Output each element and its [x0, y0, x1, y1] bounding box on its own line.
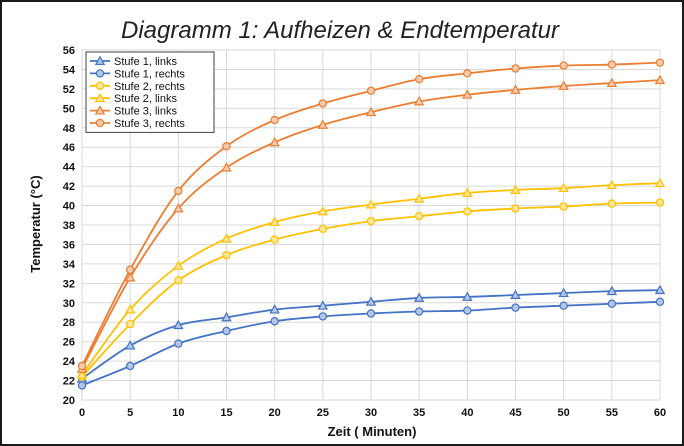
y-tick-label: 24	[63, 356, 76, 368]
data-point-circle	[319, 225, 326, 232]
y-tick-label: 56	[63, 45, 75, 57]
data-point-circle	[656, 199, 663, 206]
data-point-circle	[464, 307, 471, 314]
legend-label: Stufe 3, rechts	[114, 118, 185, 130]
data-point-circle	[271, 116, 278, 123]
data-point-circle	[464, 208, 471, 215]
x-axis-label: Zeit ( Minuten)	[328, 424, 417, 439]
x-tick-label: 25	[317, 407, 329, 419]
y-tick-label: 34	[63, 259, 76, 271]
legend-label: Stufe 1, links	[114, 56, 177, 68]
x-tick-label: 5	[127, 407, 133, 419]
y-tick-label: 50	[63, 103, 75, 115]
data-point-circle	[416, 213, 423, 220]
y-tick-label: 22	[63, 376, 75, 388]
data-point-circle	[656, 298, 663, 305]
data-point-circle	[560, 62, 567, 69]
y-tick-label: 28	[63, 317, 75, 329]
y-tick-label: 38	[63, 220, 75, 232]
data-point-circle	[560, 203, 567, 210]
y-tick-label: 48	[63, 123, 75, 135]
data-point-circle	[223, 252, 230, 259]
legend-label: Stufe 2, links	[114, 93, 177, 105]
chart-title: Diagramm 1: Aufheizen & Endtemperatur	[121, 17, 560, 44]
data-point-circle	[656, 59, 663, 66]
data-point-circle	[96, 70, 103, 77]
data-point-circle	[512, 205, 519, 212]
y-tick-label: 36	[63, 239, 75, 251]
y-tick-label: 54	[63, 64, 76, 76]
data-point-circle	[319, 100, 326, 107]
data-point-circle	[127, 362, 134, 369]
data-point-circle	[608, 300, 615, 307]
data-point-circle	[127, 321, 134, 328]
x-tick-label: 15	[220, 407, 232, 419]
data-point-circle	[560, 302, 567, 309]
data-point-circle	[223, 143, 230, 150]
data-point-circle	[271, 318, 278, 325]
data-point-circle	[512, 65, 519, 72]
data-point-circle	[96, 119, 103, 126]
x-tick-label: 10	[172, 407, 184, 419]
y-tick-label: 46	[63, 142, 75, 154]
data-point-circle	[271, 236, 278, 243]
y-axis-label: Temperatur (°C)	[28, 175, 43, 272]
data-point-circle	[367, 218, 374, 225]
data-point-circle	[175, 340, 182, 347]
data-point-circle	[512, 304, 519, 311]
data-point-circle	[416, 308, 423, 315]
legend-label: Stufe 1, rechts	[114, 68, 185, 80]
x-tick-label: 60	[654, 407, 666, 419]
data-point-circle	[175, 187, 182, 194]
y-tick-label: 40	[63, 201, 75, 213]
x-tick-label: 50	[558, 407, 570, 419]
data-point-circle	[416, 76, 423, 83]
x-tick-label: 55	[606, 407, 618, 419]
data-point-circle	[367, 87, 374, 94]
data-point-circle	[319, 313, 326, 320]
x-tick-label: 0	[79, 407, 85, 419]
y-tick-label: 32	[63, 278, 75, 290]
data-point-circle	[127, 266, 134, 273]
y-tick-label: 26	[63, 337, 75, 349]
data-point-circle	[464, 70, 471, 77]
legend: Stufe 1, linksStufe 1, rechtsStufe 2, re…	[86, 52, 214, 132]
legend-label: Stufe 2, rechts	[114, 81, 185, 93]
data-point-circle	[223, 327, 230, 334]
y-tick-label: 52	[63, 84, 75, 96]
data-point-circle	[175, 277, 182, 284]
data-point-circle	[78, 362, 85, 369]
legend-label: Stufe 3, links	[114, 106, 177, 118]
data-point-circle	[608, 61, 615, 68]
data-point-circle	[367, 310, 374, 317]
x-tick-label: 45	[509, 407, 521, 419]
data-point-circle	[96, 82, 103, 89]
x-tick-label: 20	[269, 407, 281, 419]
data-point-circle	[78, 382, 85, 389]
x-tick-label: 35	[413, 407, 425, 419]
y-tick-label: 30	[63, 298, 75, 310]
x-tick-label: 40	[461, 407, 473, 419]
y-tick-label: 44	[63, 162, 76, 174]
y-tick-label: 20	[63, 395, 75, 407]
x-tick-label: 30	[365, 407, 377, 419]
data-point-circle	[608, 200, 615, 207]
y-tick-label: 42	[63, 181, 75, 193]
